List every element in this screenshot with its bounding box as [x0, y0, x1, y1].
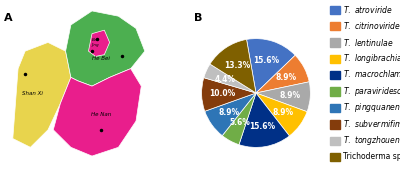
Text: 15.6%: 15.6% — [249, 122, 275, 131]
Wedge shape — [256, 93, 307, 136]
Text: He Nan: He Nan — [91, 112, 111, 117]
Text: 8.9%: 8.9% — [218, 108, 239, 117]
Text: 13.3%: 13.3% — [224, 60, 250, 70]
Text: 8.9%: 8.9% — [273, 108, 294, 117]
Text: $\it{T.\ tongzhouense}$: $\it{T.\ tongzhouense}$ — [343, 134, 400, 147]
Text: He Bei: He Bei — [92, 56, 110, 61]
Text: $\it{T.\ paraviridescens}$: $\it{T.\ paraviridescens}$ — [343, 85, 400, 98]
Text: 5.6%: 5.6% — [230, 118, 250, 127]
Text: $\it{T.\ subvermifimicola}$: $\it{T.\ subvermifimicola}$ — [343, 118, 400, 129]
Text: Shan Xi: Shan Xi — [22, 91, 42, 96]
Wedge shape — [205, 93, 256, 136]
Wedge shape — [256, 55, 309, 93]
Text: $\it{T.\ citrinoviride}$: $\it{T.\ citrinoviride}$ — [343, 20, 400, 31]
Text: 8.9%: 8.9% — [275, 73, 296, 82]
Text: $\it{T.\ longibrachiatum}$: $\it{T.\ longibrachiatum}$ — [343, 52, 400, 65]
Wedge shape — [239, 93, 289, 147]
Text: 10.0%: 10.0% — [209, 89, 236, 98]
Text: Bei
Jing: Bei Jing — [92, 38, 99, 47]
Text: $\it{T.\ pingquanense}$: $\it{T.\ pingquanense}$ — [343, 101, 400, 114]
Text: B: B — [194, 13, 202, 23]
Wedge shape — [222, 93, 256, 145]
Wedge shape — [246, 39, 295, 93]
Text: $\it{T.\ macrochlamydospora}$: $\it{T.\ macrochlamydospora}$ — [343, 68, 400, 81]
Polygon shape — [88, 30, 110, 56]
Text: A: A — [4, 13, 13, 23]
Text: 15.6%: 15.6% — [253, 56, 280, 65]
Polygon shape — [53, 69, 141, 156]
Text: $\it{T.\ lentinulae}$: $\it{T.\ lentinulae}$ — [343, 36, 394, 48]
Polygon shape — [66, 11, 145, 86]
Polygon shape — [13, 42, 71, 147]
Wedge shape — [202, 78, 256, 111]
Text: Trichoderma spp.: Trichoderma spp. — [343, 152, 400, 161]
Wedge shape — [256, 82, 310, 112]
Text: 8.9%: 8.9% — [279, 91, 300, 100]
Text: $\it{T.\ atroviride}$: $\it{T.\ atroviride}$ — [343, 4, 392, 15]
Text: 4.4%: 4.4% — [215, 75, 236, 84]
Wedge shape — [210, 39, 256, 93]
Wedge shape — [204, 64, 256, 93]
